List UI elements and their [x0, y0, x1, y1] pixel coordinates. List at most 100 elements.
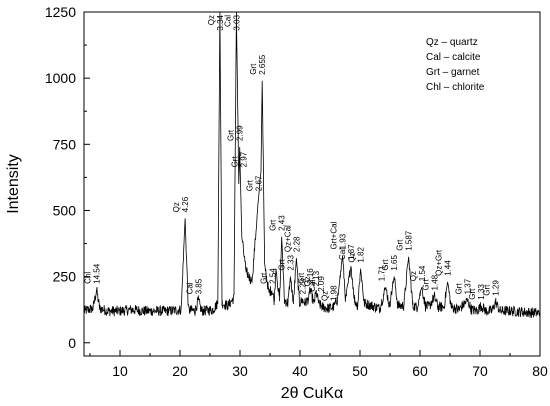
- peak-phase-label: Qz: [207, 15, 216, 25]
- peak-phase-label: Cal: [185, 282, 194, 294]
- peak-phase-label: Qz: [172, 202, 181, 212]
- peak-phase-label: Grt: [245, 179, 254, 191]
- peak-phase-label: Qz: [303, 276, 312, 286]
- legend-entry-garnet: Grt – garnet: [426, 67, 480, 78]
- legend-entry-chlorite: Chl – chlorite: [426, 82, 485, 93]
- peak-phase-label: Qz+Grt: [435, 249, 444, 276]
- peak-phase-label: Grt: [269, 219, 278, 231]
- peak-d-spacing: 1.82: [357, 247, 366, 263]
- legend: Qz – quartz Cal – calcite Grt – garnet C…: [426, 37, 485, 93]
- y-tick-label: 250: [53, 269, 77, 285]
- peak-d-spacing: 1.71: [378, 265, 387, 281]
- peak-phase-label: Grt: [297, 272, 306, 284]
- peak-d-spacing: 1.98: [330, 285, 339, 301]
- peak-d-spacing: 2.16: [306, 268, 315, 284]
- diffraction-trace: [83, 11, 541, 319]
- peak-phase-label: Cal: [308, 280, 317, 292]
- peak-d-spacing: 2.13: [312, 270, 321, 286]
- x-tick-label: 60: [412, 363, 428, 379]
- peak-d-spacing: 3.34: [216, 14, 225, 30]
- peak-phase-label: Grt: [396, 239, 405, 251]
- peak-phase-label: Qz+Cal: [283, 225, 292, 252]
- peak-annotation: 2.23: [298, 278, 307, 294]
- peak-d-spacing: 1.48: [430, 274, 439, 290]
- peak-d-spacing: 1.65: [390, 254, 399, 270]
- peak-d-spacing: 2.09: [317, 276, 326, 292]
- peak-phase-label: Grt+Cal: [330, 221, 339, 249]
- peak-d-spacing: 4.26: [181, 196, 190, 212]
- peak-phase-label: Grt: [483, 284, 492, 296]
- y-tick-label: 1000: [45, 70, 76, 86]
- peak-d-spacing: 1.29: [492, 280, 501, 296]
- xrd-trace: [83, 11, 541, 319]
- x-tick-label: 10: [112, 363, 128, 379]
- peak-d-spacing: 14.54: [93, 263, 102, 284]
- legend-entry-calcite: Cal – calcite: [426, 52, 481, 63]
- legend-entry-quartz: Qz – quartz: [426, 37, 478, 48]
- peak-d-spacing: 3.03: [232, 14, 241, 30]
- peak-phase-label: Chl: [84, 272, 93, 284]
- peak-d-spacing: 2.28: [292, 236, 301, 252]
- x-tick-label: 80: [532, 363, 548, 379]
- peak-phase-label: Grt: [468, 288, 477, 300]
- axis-ticks: 0 250 500 750 1000 1250 10 20 30 40 50 60 70 80: [45, 4, 548, 379]
- peak-d-spacing: 2.54: [268, 268, 277, 284]
- peak-phase-label: Grt: [381, 259, 390, 271]
- peak-phase-label: Grt: [227, 129, 236, 141]
- peak-phase-label: Grt: [421, 279, 430, 291]
- peak-phase-label: Cal: [338, 248, 347, 260]
- peak-d-spacing: 1.44: [444, 260, 453, 276]
- peak-phase-label: Grt: [249, 63, 258, 75]
- peak-phase-label: Qz: [348, 252, 357, 262]
- peak-phase-label: Qz: [409, 271, 418, 281]
- x-tick-label: 40: [292, 363, 308, 379]
- peak-phase-label: Qz: [321, 291, 330, 301]
- peak-d-spacing: 2.99: [236, 125, 245, 141]
- y-tick-label: 1250: [45, 4, 76, 20]
- y-axis-title: Intensity: [5, 154, 22, 214]
- peak-d-spacing: 2.23: [298, 278, 307, 294]
- y-tick-label: 500: [53, 202, 77, 218]
- peak-phase-label: Cal: [223, 15, 232, 27]
- peak-d-spacing: 2.655: [258, 54, 267, 75]
- peak-d-spacing: 1.87: [347, 244, 356, 260]
- peak-phase-label: Grt: [454, 283, 463, 295]
- peak-phase-label: Grt: [231, 156, 240, 168]
- peak-d-spacing: 3.85: [194, 278, 203, 294]
- peak-d-spacing: 1.587: [405, 230, 414, 251]
- peak-d-spacing: 2.33: [286, 254, 295, 270]
- peak-phase-label: Grt: [259, 272, 268, 284]
- peak-annotation: 1.71: [378, 265, 387, 281]
- peak-d-spacing: 2.67: [254, 175, 263, 191]
- x-tick-label: 30: [232, 363, 248, 379]
- x-tick-label: 70: [472, 363, 488, 379]
